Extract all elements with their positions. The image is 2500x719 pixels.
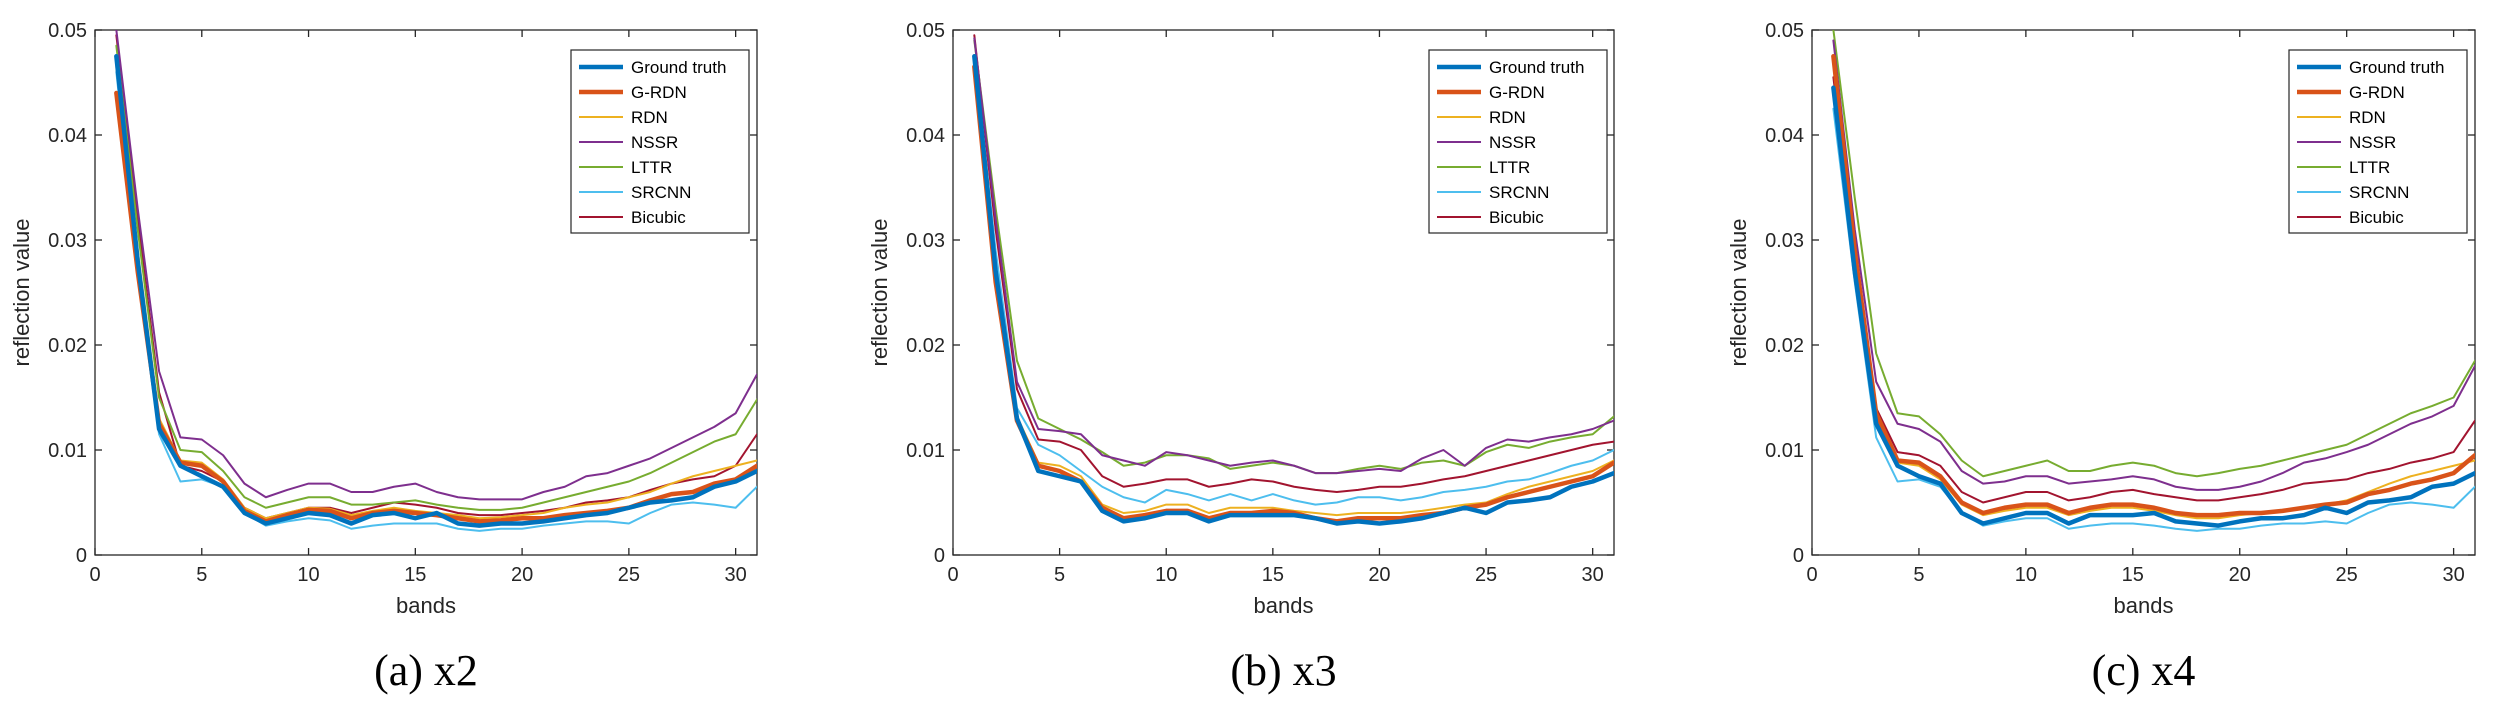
legend-label: Ground truth	[1489, 58, 1584, 77]
legend-label: NSSR	[1489, 133, 1536, 152]
y-tick-label: 0.03	[1765, 230, 1804, 252]
x-tick-label: 15	[1262, 564, 1284, 586]
x-tick-label: 5	[1054, 564, 1065, 586]
legend-label: SRCNN	[1489, 183, 1549, 202]
chart-panel-1: 0 5 10 15 20 25 30 0 0.01 0.02 0.03 0.04 0.05 bands re…	[9, 20, 758, 695]
y-axis-label: reflection value	[1726, 219, 1751, 367]
x-tick-label: 10	[297, 564, 319, 586]
x-tick-label: 10	[1155, 564, 1177, 586]
series-line-lttr	[115, 44, 757, 511]
y-tick-label: 0.02	[48, 335, 87, 357]
panel-caption: (b) x3	[1230, 646, 1336, 695]
series-group	[1831, 30, 2475, 532]
x-tick-label: 20	[1368, 564, 1390, 586]
series-line-g-rdn	[1831, 54, 2475, 518]
y-tick-label: 0	[1793, 545, 1804, 567]
x-tick-label: 0	[947, 564, 958, 586]
legend-box	[2288, 49, 2468, 234]
x-tick-label: 10	[2015, 564, 2037, 586]
legend: Ground truth G-RDN RDN NSSR LTTR SRCNN Bicubic	[2288, 49, 2468, 234]
series-line-bicubic	[973, 34, 1614, 493]
panel-caption: (c) x4	[2092, 646, 2196, 695]
y-tick-label: 0.04	[48, 125, 87, 147]
y-axis-label: reflection value	[867, 219, 892, 367]
y-tick-label: 0.01	[48, 440, 87, 462]
legend: Ground truth G-RDN RDN NSSR LTTR SRCNN Bicubic	[570, 49, 750, 234]
y-tick-label: 0.05	[48, 20, 87, 42]
y-tick-label: 0	[934, 545, 945, 567]
series-line-nssr	[115, 30, 757, 501]
y-tick-label: 0	[76, 545, 87, 567]
x-tick-label: 0	[1806, 564, 1817, 586]
y-tick-label: 0.04	[1765, 125, 1804, 147]
legend-label: Bicubic	[1489, 208, 1544, 227]
x-tick-label: 30	[2442, 564, 2464, 586]
x-tick-label: 30	[1582, 564, 1604, 586]
series-line-srcnn	[973, 55, 1614, 506]
series-line-ground-truth	[114, 54, 757, 528]
series-line-ground-truth	[1831, 85, 2475, 528]
y-tick-label: 0.02	[906, 335, 945, 357]
legend-label: NSSR	[631, 133, 678, 152]
legend: Ground truth G-RDN RDN NSSR LTTR SRCNN Bicubic	[1428, 49, 1608, 234]
legend-label: LTTR	[2349, 158, 2390, 177]
legend-label: LTTR	[631, 158, 672, 177]
legend-label: NSSR	[2349, 133, 2396, 152]
x-tick-label: 15	[404, 564, 426, 586]
x-tick-label: 20	[511, 564, 533, 586]
y-tick-label: 0.02	[1765, 335, 1804, 357]
legend-label: Bicubic	[2349, 208, 2404, 227]
series-line-nssr	[973, 37, 1614, 475]
y-tick-label: 0.03	[906, 230, 945, 252]
x-tick-label: 25	[2336, 564, 2358, 586]
legend-label: G-RDN	[1489, 83, 1545, 102]
series-line-lttr	[1832, 30, 2475, 478]
legend-label: SRCNN	[631, 183, 691, 202]
legend-label: RDN	[1489, 108, 1526, 127]
x-tick-label: 5	[1913, 564, 1924, 586]
y-tick-label: 0.05	[906, 20, 945, 42]
x-tick-label: 20	[2229, 564, 2251, 586]
chart-panel-2: 0 5 10 15 20 25 30 0 0.01 0.02 0.03 0.04 0.05 bands re…	[867, 20, 1615, 695]
x-tick-label: 0	[89, 564, 100, 586]
x-tick-label: 25	[618, 564, 640, 586]
x-tick-label: 5	[196, 564, 207, 586]
x-tick-label: 30	[725, 564, 747, 586]
y-tick-label: 0.01	[906, 440, 945, 462]
y-tick-label: 0.04	[906, 125, 945, 147]
legend-label: G-RDN	[2349, 83, 2405, 102]
legend-label: RDN	[2349, 108, 2386, 127]
x-axis-label: bands	[2114, 593, 2174, 618]
y-tick-label: 0.05	[1765, 20, 1804, 42]
x-tick-label: 25	[1475, 564, 1497, 586]
legend-label: LTTR	[1489, 158, 1530, 177]
y-tick-label: 0.01	[1765, 440, 1804, 462]
panel-caption: (a) x2	[374, 646, 478, 695]
series-line-ground-truth	[972, 54, 1614, 526]
legend-label: Bicubic	[631, 208, 686, 227]
chart-panel-3: 0 5 10 15 20 25 30 0 0.01 0.02 0.03 0.04 0.05 bands re…	[1726, 20, 2476, 695]
x-axis-label: bands	[396, 593, 456, 618]
legend-label: Ground truth	[631, 58, 726, 77]
x-tick-label: 15	[2122, 564, 2144, 586]
y-axis-label: reflection value	[9, 219, 34, 367]
legend-label: Ground truth	[2349, 58, 2444, 77]
series-line-bicubic	[1832, 76, 2475, 504]
x-axis-label: bands	[1254, 593, 1314, 618]
series-group	[114, 30, 757, 532]
series-group	[972, 34, 1614, 526]
legend-label: RDN	[631, 108, 668, 127]
series-line-nssr	[1832, 39, 2475, 491]
legend-label: SRCNN	[2349, 183, 2409, 202]
legend-label: G-RDN	[631, 83, 687, 102]
y-tick-label: 0.03	[48, 230, 87, 252]
